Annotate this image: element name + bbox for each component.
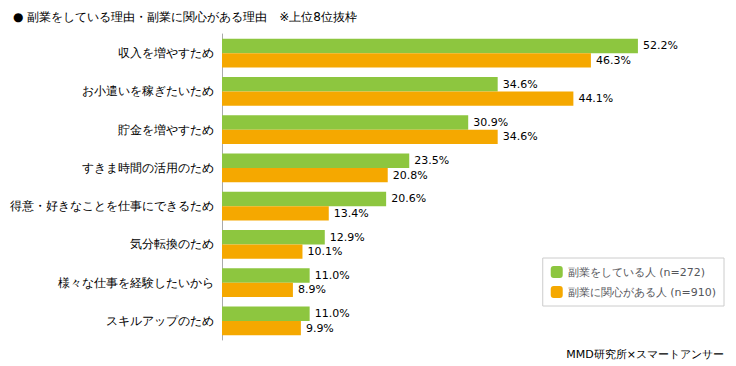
svg-text:副業をしている人 (n=272): 副業をしている人 (n=272) [568, 266, 705, 279]
svg-text:13.4%: 13.4% [334, 207, 369, 220]
svg-text:副業に関心がある人 (n=910): 副業に関心がある人 (n=910) [568, 286, 716, 299]
svg-text:12.9%: 12.9% [330, 231, 365, 244]
svg-text:23.5%: 23.5% [414, 154, 449, 167]
svg-text:MMD研究所×スマートアンサー: MMD研究所×スマートアンサー [566, 348, 724, 361]
svg-text:8.9%: 8.9% [298, 283, 326, 296]
svg-text:スキルアップのため: スキルアップのため [106, 314, 214, 328]
svg-text:貯金を増やすため: 貯金を増やすため [118, 123, 214, 137]
svg-text:44.1%: 44.1% [578, 92, 613, 105]
svg-text:10.1%: 10.1% [307, 245, 342, 258]
svg-text:20.8%: 20.8% [393, 169, 428, 182]
svg-text:お小遣いを稼ぎたいため: お小遣いを稼ぎたいため [82, 84, 214, 98]
svg-text:52.2%: 52.2% [643, 39, 678, 52]
svg-text:収入を増やすため: 収入を増やすため [118, 46, 214, 60]
svg-text:気分転換のため: 気分転換のため [130, 237, 214, 251]
svg-text:34.6%: 34.6% [503, 78, 538, 91]
svg-text:34.6%: 34.6% [503, 130, 538, 143]
svg-text:46.3%: 46.3% [596, 54, 631, 67]
svg-text:すきま時間の活用のため: すきま時間の活用のため [82, 161, 214, 175]
svg-text:11.0%: 11.0% [315, 307, 350, 320]
svg-text:30.9%: 30.9% [473, 116, 508, 129]
svg-text:20.6%: 20.6% [391, 192, 426, 205]
svg-text:● 副業をしている理由・副業に関心がある理由 ※上位8位抜枠: ● 副業をしている理由・副業に関心がある理由 ※上位8位抜枠 [13, 10, 357, 24]
svg-text:9.9%: 9.9% [306, 322, 334, 335]
svg-text:得意・好きなことを仕事にできるため: 得意・好きなことを仕事にできるため [10, 199, 214, 213]
svg-text:11.0%: 11.0% [315, 269, 350, 282]
svg-text:様々な仕事を経験したいから: 様々な仕事を経験したいから [58, 276, 214, 290]
